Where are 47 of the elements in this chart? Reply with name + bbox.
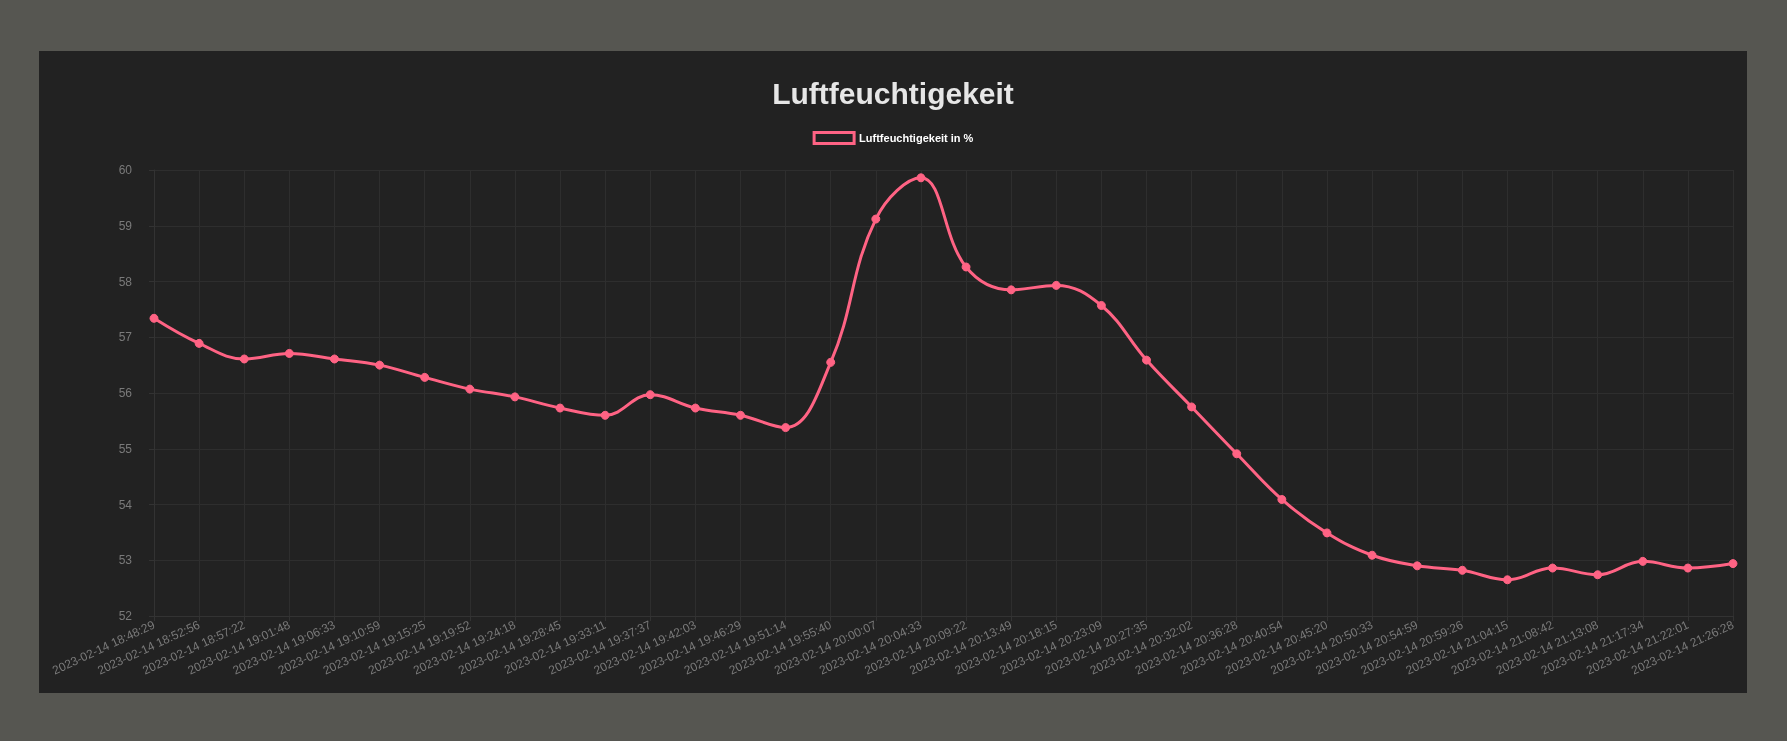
point [1142, 355, 1152, 365]
point [239, 354, 249, 364]
point [194, 338, 204, 348]
point [510, 392, 520, 402]
point [916, 173, 926, 183]
legend-label: Luftfeuchtigekeit in % [859, 132, 974, 144]
point [645, 390, 655, 400]
point [1502, 575, 1512, 585]
y-tick-label: 60 [118, 163, 133, 177]
point [555, 403, 565, 413]
y-tick-label: 52 [118, 609, 133, 623]
point [1277, 494, 1287, 504]
y-tick-label: 56 [118, 386, 133, 400]
point [284, 348, 294, 358]
y-tick-label: 57 [118, 330, 133, 345]
point [1051, 280, 1061, 290]
point [1096, 300, 1106, 310]
point [149, 313, 159, 323]
point [329, 354, 339, 364]
point [600, 410, 610, 420]
y-tick-label: 55 [118, 441, 133, 456]
point [1006, 285, 1016, 295]
point [1593, 570, 1603, 580]
y-tick-label: 59 [118, 218, 133, 233]
point [1548, 563, 1558, 573]
point [465, 384, 475, 394]
point [1728, 559, 1738, 569]
y-tick-label: 54 [118, 497, 133, 512]
point [690, 403, 700, 413]
point [420, 372, 430, 382]
y-tick-label: 58 [118, 274, 133, 289]
point [735, 410, 745, 420]
point [1683, 563, 1693, 573]
point [1322, 528, 1332, 538]
point [1457, 565, 1467, 575]
point [1367, 550, 1377, 560]
point [375, 360, 385, 370]
point [781, 423, 791, 433]
point [1638, 556, 1648, 566]
point [1412, 561, 1422, 571]
y-tick-label: 53 [118, 553, 133, 568]
point [826, 357, 836, 367]
point [1232, 449, 1242, 459]
point [961, 262, 971, 272]
chart-title: Luftfeuchtigekeit [772, 76, 1014, 110]
point [871, 214, 881, 224]
point [1187, 402, 1197, 412]
